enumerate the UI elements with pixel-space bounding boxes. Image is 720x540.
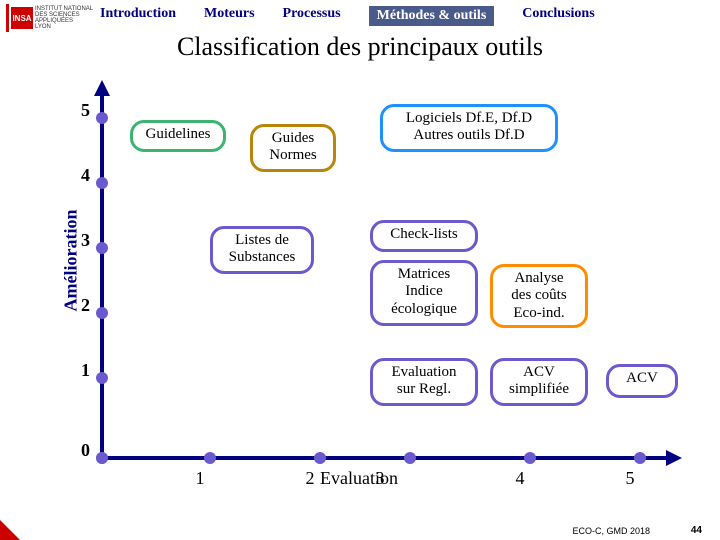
tool-box: Matrices Indice écologique bbox=[370, 260, 478, 326]
x-axis bbox=[100, 456, 670, 460]
x-tick: 5 bbox=[610, 468, 650, 489]
axis-marker-dot bbox=[96, 242, 108, 254]
axis-marker-dot bbox=[96, 372, 108, 384]
scatter-chart: Amélioration Evaluation 54321012345Guide… bbox=[50, 80, 690, 490]
tool-box: Check-lists bbox=[370, 220, 478, 252]
logo: INSA INSTITUT NATIONAL DES SCIENCES APPL… bbox=[6, 4, 93, 32]
x-axis-arrow-icon bbox=[666, 450, 682, 466]
y-tick: 2 bbox=[70, 295, 90, 316]
y-axis bbox=[100, 90, 104, 460]
tool-box: Guides Normes bbox=[250, 124, 336, 172]
x-tick: 1 bbox=[180, 468, 220, 489]
tab-moteurs[interactable]: Moteurs bbox=[204, 6, 255, 26]
tab-introduction[interactable]: Introduction bbox=[100, 6, 176, 26]
axis-marker-dot bbox=[314, 452, 326, 464]
axis-marker-dot bbox=[404, 452, 416, 464]
logo-square: INSA bbox=[11, 7, 33, 29]
logo-bar bbox=[6, 4, 9, 32]
corner-decoration bbox=[0, 520, 20, 540]
tool-box: Listes de Substances bbox=[210, 226, 314, 274]
logo-subtitle: INSTITUT NATIONAL DES SCIENCES APPLIQUÉE… bbox=[35, 6, 93, 30]
tool-box: Evaluation sur Regl. bbox=[370, 358, 478, 406]
tool-box: Analyse des coûts Eco-ind. bbox=[490, 264, 588, 328]
axis-marker-dot bbox=[96, 307, 108, 319]
axis-marker-dot bbox=[634, 452, 646, 464]
x-tick: 4 bbox=[500, 468, 540, 489]
axis-marker-dot bbox=[204, 452, 216, 464]
y-tick: 4 bbox=[70, 165, 90, 186]
y-tick: 0 bbox=[70, 440, 90, 461]
tab-conclusions[interactable]: Conclusions bbox=[522, 6, 594, 26]
footer-course: ECO-C, GMD 2018 bbox=[572, 526, 650, 536]
y-tick: 5 bbox=[70, 100, 90, 121]
axis-marker-dot bbox=[96, 452, 108, 464]
y-tick: 1 bbox=[70, 360, 90, 381]
tab-methodes-outils[interactable]: Méthodes & outils bbox=[369, 6, 495, 26]
axis-marker-dot bbox=[96, 112, 108, 124]
tool-box: Logiciels Df.E, Df.D Autres outils Df.D bbox=[380, 104, 558, 152]
y-tick: 3 bbox=[70, 230, 90, 251]
y-axis-arrow-icon bbox=[94, 80, 110, 96]
tab-processus[interactable]: Processus bbox=[283, 6, 341, 26]
tool-box: ACV bbox=[606, 364, 678, 398]
x-tick: 3 bbox=[360, 468, 400, 489]
page-title: Classification des principaux outils bbox=[0, 32, 720, 62]
footer-page-number: 44 bbox=[691, 525, 702, 536]
tool-box: Guidelines bbox=[130, 120, 226, 152]
x-tick: 2 bbox=[290, 468, 330, 489]
nav-tabs: Introduction Moteurs Processus Méthodes … bbox=[100, 6, 700, 26]
tool-box: ACV simplifiée bbox=[490, 358, 588, 406]
axis-marker-dot bbox=[96, 177, 108, 189]
axis-marker-dot bbox=[524, 452, 536, 464]
